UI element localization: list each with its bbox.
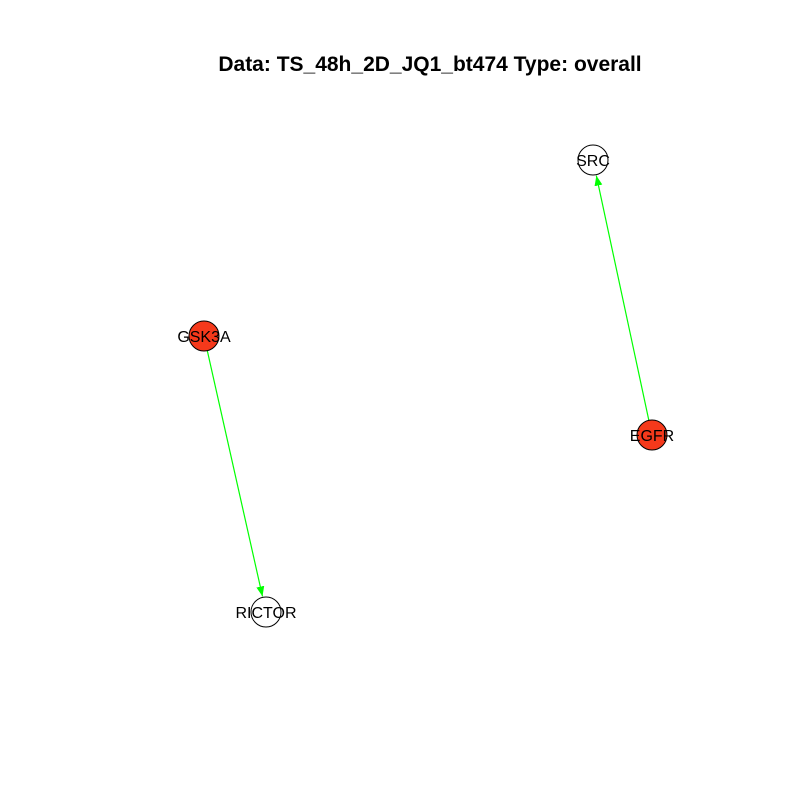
node-rictor: RICTOR (235, 596, 297, 628)
node-circle (250, 596, 282, 628)
node-label: GSK3A (177, 329, 231, 346)
edge-egfr-to-src (594, 175, 650, 421)
node-circle (636, 419, 668, 451)
node-label: RICTOR (235, 605, 296, 622)
edges-layer (206, 175, 650, 597)
node-label: SRC (576, 153, 610, 170)
node-circle (577, 144, 609, 176)
node-circle (188, 320, 220, 352)
nodes-layer: SRC GSK3A EGFR RICTOR (177, 144, 674, 628)
node-gsk3a: GSK3A (177, 320, 231, 352)
node-src: SRC (576, 144, 610, 176)
node-egfr: EGFR (630, 419, 674, 451)
node-label: EGFR (630, 428, 674, 445)
edge-gsk3a-to-rictor (206, 350, 265, 597)
plot-title: Data: TS_48h_2D_JQ1_bt474 Type: overall (218, 53, 641, 76)
